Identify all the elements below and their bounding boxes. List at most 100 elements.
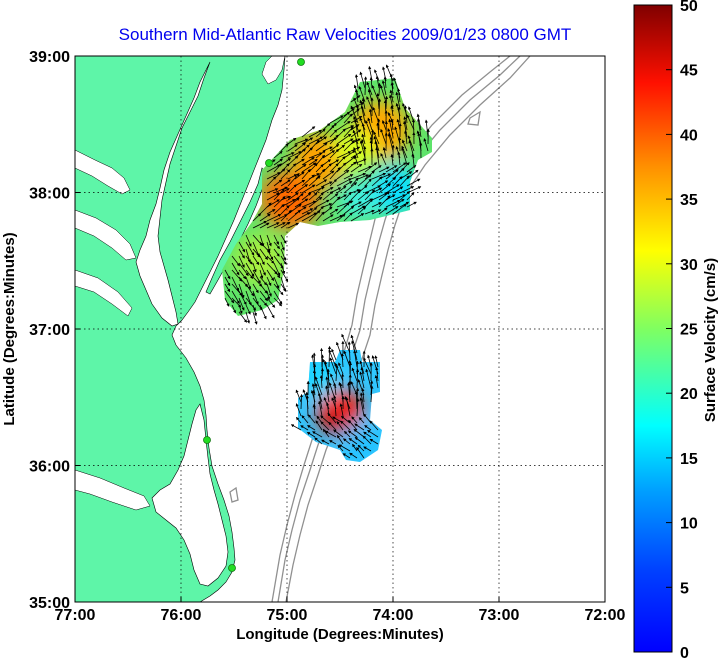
velocity-arrow <box>315 128 326 138</box>
velocity-arrow <box>320 415 330 424</box>
velocity-arrow <box>301 200 317 208</box>
velocity-arrow <box>363 446 372 452</box>
velocity-arrow <box>333 382 337 396</box>
velocity-field-south-sample <box>344 422 380 458</box>
velocity-arrow <box>350 163 363 173</box>
velocity-arrow <box>380 128 387 145</box>
velocity-arrow <box>320 421 330 431</box>
velocity-arrow <box>343 113 353 124</box>
colorbar-tick-label: 20 <box>680 386 698 403</box>
velocity-arrow <box>345 396 351 417</box>
velocity-arrow <box>273 262 281 277</box>
velocity-arrow <box>360 366 365 382</box>
velocity-arrow <box>287 172 300 187</box>
station-marker <box>265 159 273 167</box>
velocity-arrow <box>364 189 376 201</box>
velocity-arrow <box>342 453 351 459</box>
velocity-arrow <box>355 104 360 117</box>
x-axis: 77:00 76:00 75:00 74:00 73:00 72:00 <box>55 597 626 624</box>
velocity-arrow <box>252 304 257 317</box>
x-axis-label: Longitude (Degrees:Minutes) <box>236 626 444 643</box>
velocity-arrow <box>287 222 300 229</box>
velocity-arrow <box>315 199 330 208</box>
velocity-arrow <box>361 97 366 110</box>
velocity-arrow <box>371 192 388 201</box>
velocity-arrow <box>390 105 394 117</box>
velocity-arrow <box>374 355 379 368</box>
velocity-arrow <box>411 153 415 166</box>
velocity-arrow <box>259 255 265 266</box>
velocity-arrow <box>377 98 382 117</box>
velocity-arrow <box>273 163 282 173</box>
velocity-arrow <box>367 117 373 131</box>
velocity-arrow <box>259 297 268 306</box>
velocity-arrow <box>392 186 404 194</box>
velocity-arrow <box>280 241 285 251</box>
velocity-arrow <box>224 297 230 307</box>
velocity-arrow <box>280 255 287 265</box>
velocity-arrow <box>252 221 268 229</box>
velocity-arrow <box>371 176 383 187</box>
velocity-arrow <box>406 178 421 187</box>
velocity-arrow <box>399 190 411 201</box>
velocity-arrow <box>354 119 359 138</box>
velocity-arrow <box>266 172 281 180</box>
velocity-arrow <box>308 136 324 145</box>
velocity-arrow <box>245 234 252 247</box>
velocity-arrow <box>357 444 365 452</box>
velocity-field-south <box>290 333 382 462</box>
velocity-arrow <box>308 196 323 208</box>
velocity-arrow <box>329 148 340 159</box>
velocity-arrow <box>287 174 298 180</box>
velocity-arrow <box>231 255 240 267</box>
velocity-arrow <box>294 198 309 208</box>
velocity-arrow <box>376 122 380 138</box>
velocity-arrow <box>294 138 309 145</box>
velocity-arrow <box>336 434 344 445</box>
velocity-arrow <box>329 357 337 375</box>
velocity-arrow <box>353 428 365 438</box>
velocity-arrow <box>308 210 321 222</box>
velocity-arrow <box>336 120 351 131</box>
velocity-arrow <box>392 176 403 187</box>
velocity-arrow <box>351 367 358 382</box>
velocity-arrow <box>365 120 373 138</box>
velocity-arrow <box>322 191 334 201</box>
velocity-arrow <box>329 163 339 173</box>
velocity-arrow <box>295 389 302 403</box>
velocity-arrow <box>315 420 323 431</box>
x-tick-label: 72:00 <box>585 607 626 624</box>
velocity-arrow <box>295 403 302 417</box>
velocity-arrow <box>339 403 344 417</box>
velocity-arrow <box>333 429 344 438</box>
velocity-arrow <box>294 212 311 222</box>
colorbar-tick-label: 40 <box>680 127 698 144</box>
velocity-arrow <box>238 311 248 323</box>
velocity-arrow <box>378 195 391 208</box>
velocity-arrow <box>369 438 379 445</box>
velocity-arrow <box>322 187 334 194</box>
velocity-arrow <box>238 290 247 306</box>
velocity-arrow <box>336 420 344 431</box>
velocity-arrow <box>245 311 250 324</box>
velocity-arrow <box>329 208 339 215</box>
colorbar-tick-label: 30 <box>680 257 698 274</box>
velocity-arrow <box>280 262 286 275</box>
velocity-arrow <box>343 191 352 201</box>
colorbar-label: Surface Velocity (cm/s) <box>702 258 719 422</box>
velocity-arrow <box>328 421 337 431</box>
velocity-arrow <box>359 392 365 410</box>
velocity-arrow <box>238 241 246 253</box>
velocity-arrow <box>252 234 263 247</box>
velocity-arrow <box>301 208 314 215</box>
velocity-arrow <box>387 133 394 152</box>
velocity-arrow <box>357 165 372 173</box>
velocity-arrow <box>259 248 268 261</box>
velocity-arrow <box>300 425 309 431</box>
velocity-arrow <box>365 368 372 389</box>
velocity-arrow <box>378 191 391 201</box>
velocity-arrow <box>287 209 302 222</box>
velocity-arrow <box>359 71 366 89</box>
velocity-arrow <box>266 176 277 187</box>
velocity-arrow <box>360 105 366 124</box>
